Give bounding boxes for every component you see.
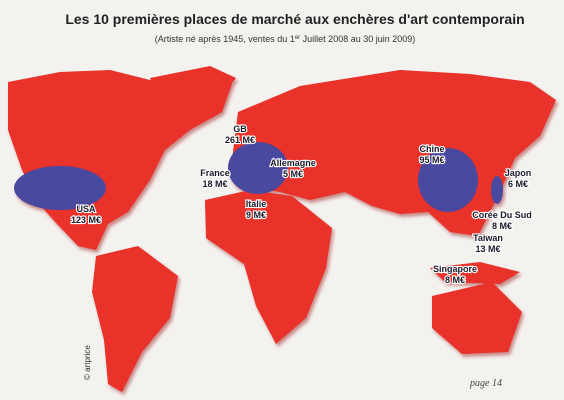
market-amount: 5 M€ bbox=[283, 169, 303, 179]
market-amount: 95 M€ bbox=[419, 155, 444, 165]
market-amount: 13 M€ bbox=[475, 244, 500, 254]
subtitle-part: Juillet 2008 au 30 juin 2009) bbox=[300, 34, 415, 44]
usa-region bbox=[14, 166, 106, 210]
market-country: Chine bbox=[419, 144, 444, 154]
subtitle-sup: er bbox=[295, 35, 300, 41]
subtitle-part: (Artiste né après 1945, ventes du 1 bbox=[155, 34, 295, 44]
market-country: Allemagne bbox=[270, 158, 316, 168]
market-country: Taiwan bbox=[473, 233, 503, 243]
market-amount: 18 M€ bbox=[202, 179, 227, 189]
market-amount: 261 M€ bbox=[225, 135, 255, 145]
market-amount: 6 M€ bbox=[508, 179, 528, 189]
market-amount: 8 M€ bbox=[445, 275, 465, 285]
indonesia bbox=[430, 262, 520, 284]
page-number: page 14 bbox=[469, 378, 502, 389]
china-region bbox=[418, 148, 478, 212]
africa bbox=[205, 190, 332, 344]
market-country: Italie bbox=[246, 199, 267, 209]
south-america bbox=[92, 246, 178, 392]
market-country: France bbox=[200, 168, 230, 178]
continents bbox=[8, 66, 556, 392]
australia bbox=[432, 282, 522, 354]
market-country: GB bbox=[233, 124, 247, 134]
market-amount: 9 M€ bbox=[246, 210, 266, 220]
market-country: Singapore bbox=[433, 264, 477, 274]
market-country: Japon bbox=[505, 168, 532, 178]
greenland bbox=[150, 66, 236, 118]
credit: © artprice bbox=[83, 345, 92, 380]
eurasia bbox=[232, 70, 556, 236]
japan-region bbox=[491, 176, 503, 204]
title: Les 10 premières places de marché aux en… bbox=[65, 11, 524, 27]
europe-region bbox=[228, 142, 288, 194]
market-amount: 123 M€ bbox=[71, 215, 101, 225]
subtitle: (Artiste né après 1945, ventes du 1er Ju… bbox=[155, 34, 416, 44]
market-amount: 8 M€ bbox=[492, 221, 512, 231]
market-country: Corée Du Sud bbox=[472, 210, 532, 220]
market-country: USA bbox=[76, 204, 96, 214]
